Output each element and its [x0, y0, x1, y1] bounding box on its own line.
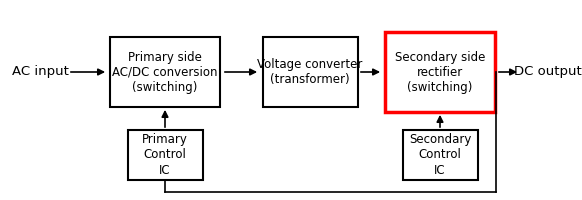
Bar: [403, 130, 477, 180]
Text: Primary
Control
IC: Primary Control IC: [142, 134, 188, 176]
Text: AC input: AC input: [12, 66, 69, 78]
Text: Voltage converter
(transformer): Voltage converter (transformer): [257, 58, 363, 86]
Bar: [127, 130, 203, 180]
Bar: [262, 37, 357, 107]
Text: Secondary side
rectifier
(switching): Secondary side rectifier (switching): [395, 50, 485, 94]
Bar: [110, 37, 220, 107]
Text: Primary side
AC/DC conversion
(switching): Primary side AC/DC conversion (switching…: [112, 50, 218, 94]
Bar: [385, 32, 495, 112]
Text: DC output: DC output: [514, 66, 582, 78]
Text: Secondary
Control
IC: Secondary Control IC: [409, 134, 471, 176]
